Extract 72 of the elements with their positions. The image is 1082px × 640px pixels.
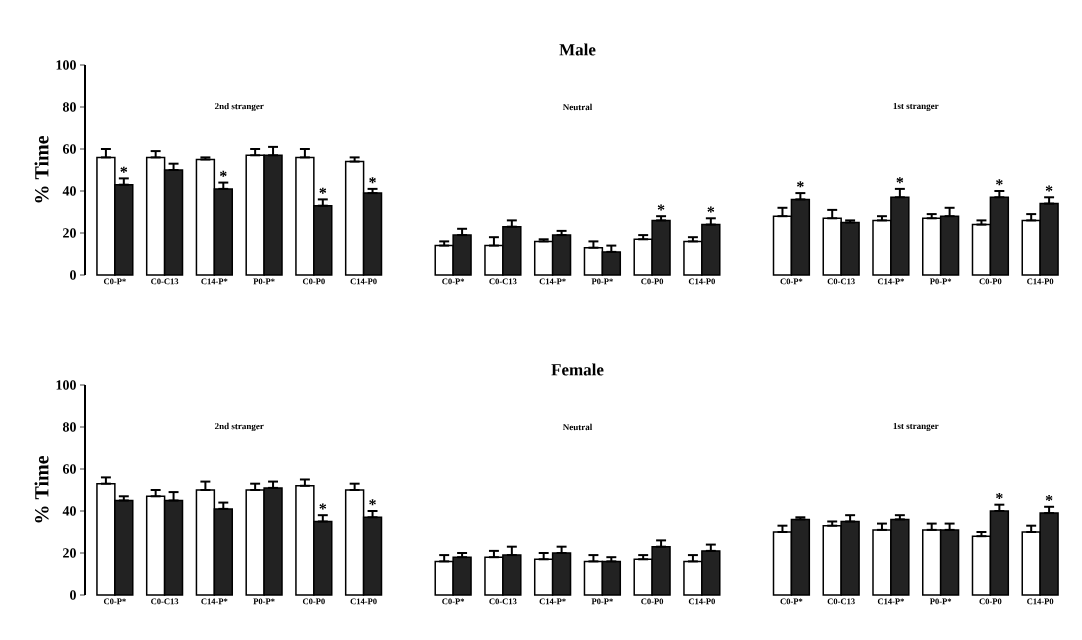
x-tick-label: C0-P* <box>103 598 126 605</box>
annotation: Neutral <box>562 103 593 111</box>
x-tick-label: C0-P* <box>442 598 465 605</box>
y-tick-label: 40 <box>62 186 76 196</box>
x-tick-label: C14-P* <box>877 598 905 605</box>
y-tick-label: 20 <box>63 548 76 558</box>
x-tick-label: C0-P* <box>442 278 465 285</box>
x-tick-label: C0-C13 <box>489 278 517 285</box>
x-tick-label: P0-P* <box>253 278 275 285</box>
x-tick-label: C0-P0 <box>641 598 664 605</box>
y-tick-label: 40 <box>62 506 76 516</box>
y-tick-label: 100 <box>56 380 76 390</box>
x-tick-label: C14-P0 <box>350 598 377 605</box>
x-tick-label: C0-P* <box>103 278 126 285</box>
x-tick-label: C0-P0 <box>979 598 1002 605</box>
x-tick-label: C14-P* <box>201 598 228 605</box>
x-tick-label: P0-P* <box>929 278 952 285</box>
data-label: * <box>657 204 665 211</box>
annotation: 2nd stranger <box>214 422 264 432</box>
data-label: * <box>996 179 1003 186</box>
x-tick-label: C14-P0 <box>350 278 377 285</box>
x-tick-label: C0-P0 <box>302 598 325 605</box>
data-label: * <box>369 177 376 184</box>
data-label: * <box>219 170 227 177</box>
x-tick-label: C0-P0 <box>302 278 325 285</box>
y-tick-label: 100 <box>56 60 76 70</box>
x-tick-label: C14-P0 <box>688 598 715 605</box>
y-tick-label: 60 <box>62 144 76 154</box>
y-axis-title: % Time <box>34 455 49 523</box>
data-label: * <box>896 177 904 184</box>
x-tick-label: C14-P* <box>539 598 566 605</box>
annotation: 1st stranger <box>893 103 939 111</box>
data-label: * <box>1045 495 1053 502</box>
x-tick-label: C0-C13 <box>151 598 179 605</box>
annotation: Neutral <box>562 423 593 431</box>
x-tick-label: C14-P* <box>201 278 228 285</box>
x-tick-label: P0-P* <box>591 598 613 605</box>
x-tick-label: C0-C13 <box>827 598 855 605</box>
chart-title: Female <box>551 363 604 376</box>
x-tick-label: P0-P* <box>253 598 275 605</box>
chart-title: Male <box>559 43 596 56</box>
data-label: * <box>319 187 327 194</box>
y-tick-label: 80 <box>62 102 76 112</box>
x-tick-label: C14-P0 <box>688 278 715 285</box>
data-label: * <box>996 492 1003 499</box>
x-tick-label: C0-C13 <box>151 278 179 285</box>
x-tick-label: C14-P0 <box>1027 598 1054 605</box>
x-tick-label: C14-P* <box>877 278 905 285</box>
data-label: * <box>797 181 804 188</box>
x-tick-label: C0-P0 <box>979 278 1002 285</box>
x-tick-label: C14-P* <box>539 278 566 285</box>
x-tick-label: C0-P* <box>780 598 803 605</box>
y-tick-label: 60 <box>62 464 76 474</box>
x-tick-label: C14-P0 <box>1027 278 1054 285</box>
y-tick-label: 0 <box>70 270 76 280</box>
x-tick-label: C0-P* <box>780 278 803 285</box>
annotation: 1st stranger <box>893 423 939 431</box>
data-label: * <box>319 503 327 510</box>
y-tick-label: 0 <box>70 590 76 600</box>
annotation: 2nd stranger <box>214 102 264 112</box>
y-axis-title: % Time <box>34 135 49 203</box>
data-label: * <box>369 499 376 506</box>
x-tick-label: P0-P* <box>591 278 613 285</box>
x-tick-label: P0-P* <box>929 598 952 605</box>
x-tick-label: C0-C13 <box>489 598 517 605</box>
y-tick-label: 80 <box>62 422 76 432</box>
x-tick-label: C0-C13 <box>827 278 855 285</box>
data-label: * <box>1045 185 1053 192</box>
data-label: * <box>120 166 128 173</box>
x-tick-label: C0-P0 <box>641 278 664 285</box>
y-tick-label: 20 <box>63 228 76 238</box>
data-label: * <box>707 206 715 213</box>
